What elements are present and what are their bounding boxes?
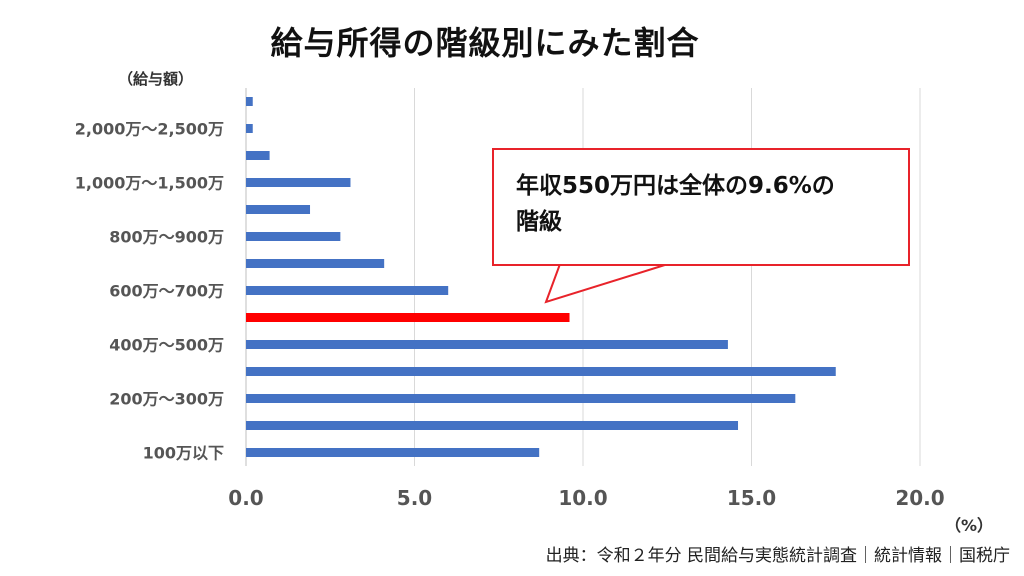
x-tick-label: 10.0: [558, 486, 607, 510]
bar: [246, 97, 253, 106]
x-tick-label: 20.0: [895, 486, 944, 510]
bar: [246, 367, 836, 376]
x-axis-unit-label: （%）: [945, 516, 994, 535]
y-tick-label: 100万以下: [143, 444, 224, 463]
bar: [246, 259, 385, 268]
callout-box: 年収550万円は全体の9.6%の 階級: [492, 148, 910, 266]
bar: [246, 340, 728, 349]
callout-line-1: 年収550万円は全体の9.6%の: [516, 173, 835, 199]
y-tick-label: 400万～500万: [109, 336, 224, 355]
bar: [246, 421, 739, 430]
bar-highlight: [246, 313, 570, 322]
y-tick-label: 600万～700万: [109, 282, 224, 301]
chart-title: 給与所得の階級別にみた割合: [270, 24, 700, 62]
bar: [246, 151, 270, 160]
bar: [246, 205, 311, 214]
y-tick-label: 2,000万～2,500万: [75, 120, 224, 139]
y-tick-label: 800万～900万: [109, 228, 224, 247]
y-tick-label: 1,000万～1,500万: [75, 174, 224, 193]
bar: [246, 124, 253, 133]
bar: [246, 178, 351, 187]
y-tick-label: 200万～300万: [109, 390, 224, 409]
y-axis-label: （給与額）: [118, 70, 194, 88]
x-tick-label: 0.0: [228, 486, 263, 510]
source-credit: 出典：令和２年分 民間給与実態統計調査｜統計情報｜国税庁: [545, 546, 1010, 566]
bar: [246, 286, 449, 295]
bar: [246, 232, 341, 241]
x-tick-label: 5.0: [397, 486, 432, 510]
x-tick-label: 15.0: [727, 486, 776, 510]
bar: [246, 448, 540, 457]
callout-line-2: 階級: [516, 209, 562, 235]
bar: [246, 394, 796, 403]
